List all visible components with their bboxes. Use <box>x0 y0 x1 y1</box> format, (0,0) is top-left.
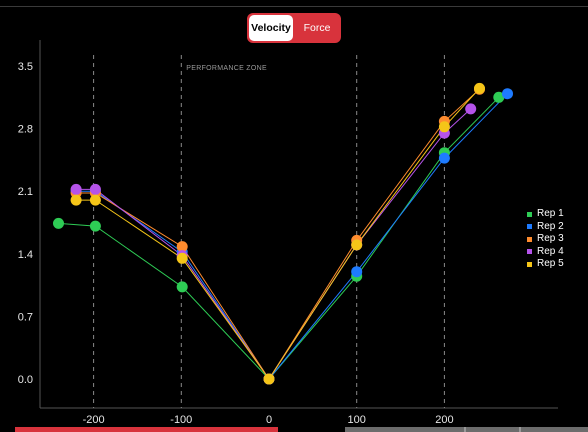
y-tick-label: 2.1 <box>18 186 33 198</box>
data-point <box>351 266 363 278</box>
force-tab[interactable]: Force <box>303 22 331 34</box>
bar-divider <box>464 427 466 432</box>
legend-swatch <box>527 211 532 217</box>
legend-item: Rep 2 <box>527 221 564 234</box>
data-point <box>176 281 188 293</box>
series-line <box>76 88 480 380</box>
bottom-gray-bar <box>345 427 588 432</box>
y-tick-label: 0.7 <box>18 311 33 323</box>
data-point <box>70 183 82 195</box>
data-point <box>502 88 513 100</box>
x-tick-label: 100 <box>348 414 366 426</box>
performance-zone-label: PERFORMANCE ZONE <box>186 65 267 72</box>
data-point <box>89 194 101 206</box>
legend-item: Rep 1 <box>527 208 564 221</box>
series-line <box>76 108 472 380</box>
data-point <box>70 194 82 206</box>
data-point <box>53 217 64 229</box>
data-point <box>438 152 450 164</box>
x-tick-label: 200 <box>435 414 453 426</box>
legend-item: Rep 5 <box>527 258 564 271</box>
legend-label: Rep 4 <box>537 245 564 257</box>
velocity-tab[interactable]: Velocity <box>249 15 293 41</box>
chart-legend: Rep 1 Rep 2 Rep 3 Rep 4 Rep 5 <box>527 208 564 271</box>
data-point <box>176 252 188 264</box>
legend-label: Rep 3 <box>537 233 564 244</box>
legend-label: Rep 1 <box>537 208 564 219</box>
data-point <box>465 103 477 115</box>
data-point <box>474 82 485 94</box>
data-point <box>89 183 101 195</box>
top-divider <box>0 6 588 7</box>
legend-swatch <box>527 249 532 255</box>
legend-label: Rep 5 <box>537 258 564 269</box>
x-tick-label: -200 <box>83 414 105 426</box>
data-point <box>176 241 188 253</box>
y-tick-label: 1.4 <box>18 249 33 261</box>
series-line <box>76 88 480 380</box>
data-point <box>493 91 505 103</box>
data-point <box>89 220 101 232</box>
data-point <box>263 373 275 385</box>
y-tick-label: 3.5 <box>18 61 33 73</box>
y-tick-label: 0.0 <box>18 374 33 386</box>
legend-swatch <box>527 224 532 230</box>
x-tick-label: 0 <box>266 414 272 426</box>
data-point <box>351 239 363 251</box>
legend-swatch <box>527 261 532 267</box>
bottom-red-bar <box>15 427 278 432</box>
bar-divider <box>519 427 521 432</box>
y-tick-label: 2.8 <box>18 124 33 136</box>
legend-label: Rep 2 <box>537 220 564 232</box>
series-line <box>58 96 500 380</box>
x-tick-label: -100 <box>170 414 192 426</box>
legend-item: Rep 3 <box>527 233 564 246</box>
legend-swatch <box>527 236 532 242</box>
data-point <box>438 121 450 133</box>
legend-item: Rep 4 <box>527 246 564 259</box>
metric-toggle[interactable]: Velocity Force <box>247 13 341 43</box>
